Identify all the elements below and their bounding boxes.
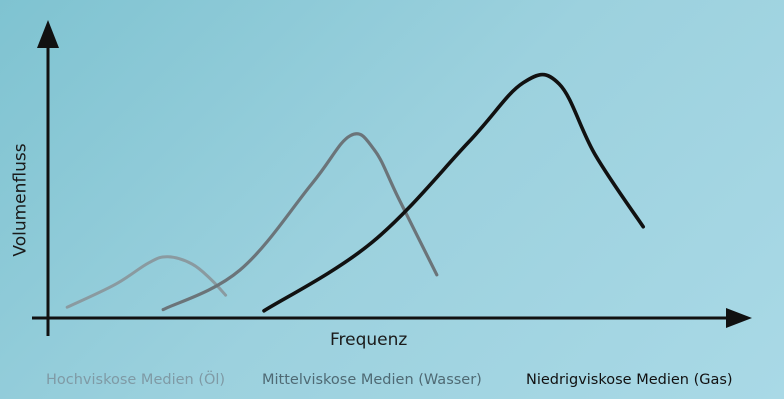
legend-label-1: Hochviskose Medien (Öl)	[46, 372, 226, 388]
y-axis-label-wrap: Volumenfluss	[6, 0, 36, 399]
legend-item-1: Hochviskose Medien (Öl)	[46, 372, 225, 388]
y-axis-arrowhead	[37, 20, 59, 48]
series-line-3	[262, 72, 645, 313]
legend-label-3: Niedrigviskose Medien (Gas)	[526, 372, 733, 388]
y-axis-label: Volumenfluss	[11, 142, 32, 257]
legend-item-2: Mittelviskose Medien (Wasser)	[262, 372, 482, 388]
series-line-1	[65, 255, 228, 309]
series-line-2	[161, 132, 439, 312]
x-axis-arrowhead	[726, 308, 752, 328]
x-axis-label: Frequenz	[330, 330, 408, 350]
legend-item-3: Niedrigviskose Medien (Gas)	[526, 372, 733, 388]
legend-label-2: Mittelviskose Medien (Wasser)	[262, 372, 482, 388]
